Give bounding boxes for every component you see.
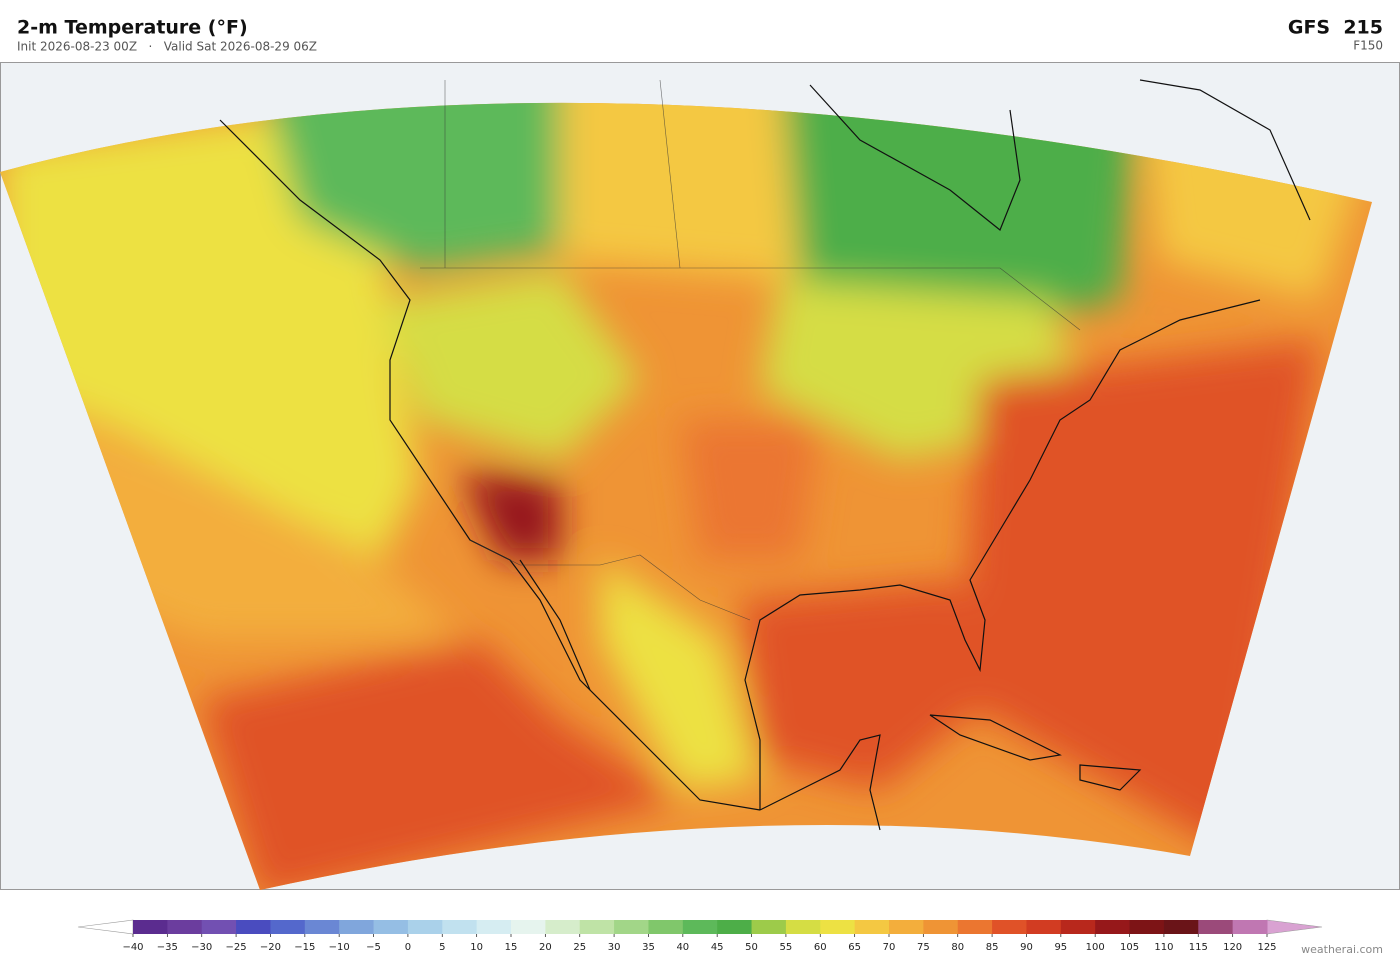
colorbar-tick-label: −25 [226, 942, 247, 953]
colorbar-tick-label: 70 [883, 942, 896, 953]
colorbar-tick-label: 10 [470, 942, 483, 953]
colorbar-tick-label: −35 [157, 942, 178, 953]
colorbar-segment [820, 920, 856, 934]
colorbar-tick-label: −10 [329, 942, 350, 953]
colorbar-segment [1232, 920, 1268, 934]
colorbar-tick-label: 40 [676, 942, 689, 953]
borders [420, 79, 1081, 621]
colorbar-tick-label: 115 [1189, 942, 1208, 953]
model-label: GFS 215 [1288, 17, 1383, 39]
colorbar-segment [579, 920, 615, 934]
colorbar-tick-label: 35 [642, 942, 655, 953]
colorbar-segment [339, 920, 375, 934]
colorbar-tick-label: 5 [439, 942, 445, 953]
colorbar-tick-label: 100 [1086, 942, 1105, 953]
colorbar-tick-label: 25 [573, 942, 586, 953]
colorbar-tick-label: 95 [1054, 942, 1067, 953]
colorbar-tick-label: 50 [745, 942, 758, 953]
colorbar-tick-label: 120 [1223, 942, 1242, 953]
colorbar-segment [270, 920, 306, 934]
colorbar-over [1266, 919, 1323, 935]
coastlines [219, 79, 1311, 831]
colorbar-tick-label: −5 [366, 942, 381, 953]
colorbar-tick-label: 80 [951, 942, 964, 953]
colorbar-tick-label: 55 [780, 942, 793, 953]
colorbar-segment [1060, 920, 1096, 934]
colorbar-tick-label: 15 [505, 942, 518, 953]
colorbar-segment [889, 920, 924, 934]
colorbar-tick-label: −20 [260, 942, 281, 953]
colorbar-segment [133, 920, 168, 934]
colorbar-segment [854, 920, 890, 934]
colorbar-segment [992, 920, 1027, 934]
colorbar-segment [1026, 920, 1062, 934]
colorbar-segment [717, 920, 753, 934]
colorbar-tick-label: 125 [1257, 942, 1276, 953]
colorbar-segment [201, 920, 237, 934]
forecast-hour: F150 [1353, 39, 1383, 53]
colorbar-segment [545, 920, 581, 934]
colorbar-segment [167, 920, 203, 934]
colorbar-segment [407, 920, 443, 934]
colorbar-segment [614, 920, 649, 934]
colorbar-tick-label: 90 [1020, 942, 1033, 953]
colorbar-segment [785, 920, 821, 934]
colorbar-tick-label: −30 [191, 942, 212, 953]
colorbar-under [77, 919, 134, 935]
colorbar-segment [1129, 920, 1165, 934]
credit: weatherai.com [1301, 943, 1383, 956]
colorbar-segment [751, 920, 787, 934]
colorbar-segment [304, 920, 340, 934]
colorbar-segment [511, 920, 546, 934]
colorbar-segment [236, 920, 271, 934]
colorbar-tick-label: 110 [1154, 942, 1173, 953]
colorbar-segment [957, 920, 993, 934]
colorbar-tick-label: 105 [1120, 942, 1139, 953]
colorbar-segment [1163, 920, 1199, 934]
colorbar-tick-label: 60 [814, 942, 827, 953]
colorbar: −40 −35 −30 −25 −20 −15 −10 −5 0 5 10 15 20 25 30 35 40 4… [77, 919, 1323, 953]
title: 2-m Temperature (°F) [17, 17, 248, 39]
colorbar-tick-label: 0 [405, 942, 411, 953]
colorbar-tick-label: 65 [848, 942, 861, 953]
colorbar-segment [923, 920, 959, 934]
colorbar-segment [373, 920, 409, 934]
colorbar-tick-label: 45 [711, 942, 724, 953]
colorbar-segment [476, 920, 512, 934]
map [0, 62, 1400, 890]
colorbar-segment [442, 920, 478, 934]
colorbar-tick-label: 75 [917, 942, 930, 953]
colorbar-tick-label: 20 [539, 942, 552, 953]
colorbar-tick-label: 30 [608, 942, 621, 953]
colorbar-tick-label: 85 [986, 942, 999, 953]
colorbar-segment [682, 920, 718, 934]
colorbar-segment [1095, 920, 1131, 934]
colorbar-tick-label: −15 [294, 942, 315, 953]
subtitle: Init 2026-08-23 00Z · Valid Sat 2026-08-… [17, 40, 317, 54]
colorbar-tick-label: −40 [122, 942, 143, 953]
colorbar-segment [648, 920, 684, 934]
colorbar-segment [1198, 920, 1234, 934]
